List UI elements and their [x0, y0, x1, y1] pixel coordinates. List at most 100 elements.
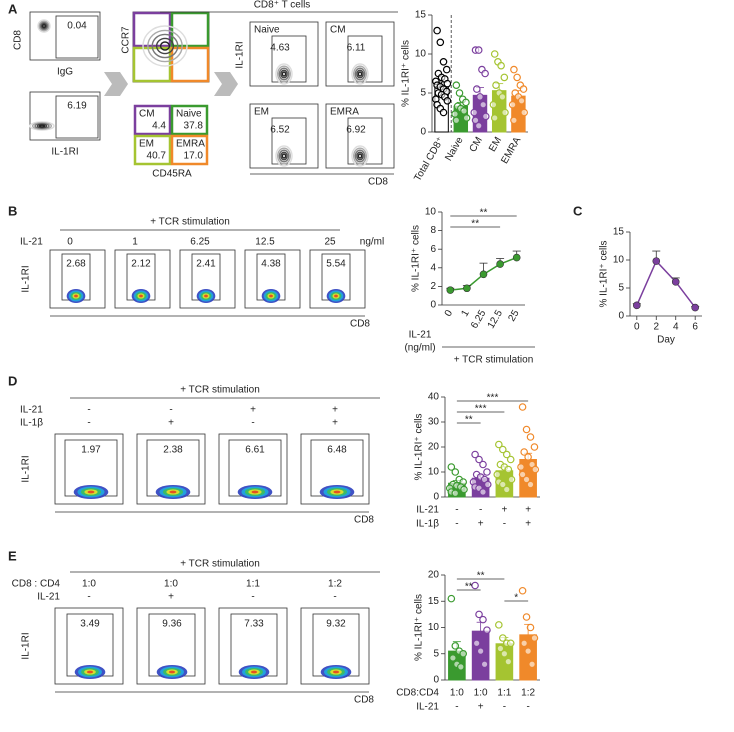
density-blob: [280, 151, 288, 161]
flow-plot: [54, 433, 124, 505]
density-blob: [147, 29, 183, 63]
density-blob: [36, 123, 48, 129]
data-point: [513, 73, 521, 82]
data-point: [455, 89, 464, 97]
data-point: [517, 463, 525, 471]
level: +: [478, 702, 484, 713]
data-point: [481, 69, 489, 78]
panel-label: C: [573, 203, 583, 218]
panel-label: B: [8, 203, 17, 218]
data-point: [489, 100, 498, 109]
gate-value: 4.63: [270, 43, 290, 54]
unit: ng/ml: [360, 237, 384, 248]
significance-label: **: [471, 219, 479, 230]
density-blob: [159, 41, 171, 51]
x-tick-label: 1: [459, 308, 472, 319]
x-tick-label: 6.25: [469, 308, 488, 331]
level: +: [250, 405, 256, 416]
gate-value: 4.4: [152, 121, 166, 132]
data-point: [528, 660, 536, 669]
data-point: [508, 100, 517, 109]
axis-label: CD45RA: [152, 169, 192, 180]
level: 1:1: [246, 579, 260, 590]
y-tick-label: 15: [415, 10, 427, 21]
data-point: [524, 647, 532, 655]
y-tick-label: 15: [613, 227, 625, 238]
data-point: [502, 450, 511, 459]
header: + TCR stimulation: [150, 217, 230, 228]
plot-name: Naive: [254, 25, 280, 36]
level: -: [455, 702, 458, 713]
density-blob: [356, 151, 364, 161]
level: -: [87, 592, 90, 603]
data-point: [518, 403, 527, 411]
y-tick-label: 2: [430, 281, 436, 292]
y-tick-label: 5: [433, 648, 439, 659]
y-tick-label: 8: [430, 225, 436, 236]
level: -: [455, 505, 458, 516]
x-tick-label: 4: [673, 322, 679, 333]
header: + TCR stimulation: [180, 385, 260, 396]
data-point: [447, 594, 456, 603]
data-point: [504, 657, 513, 666]
subset-gate: [133, 134, 172, 166]
density-blob: [38, 20, 50, 32]
density-blob: [357, 153, 363, 159]
y-tick-label: 0: [618, 311, 624, 322]
y-tick-label: 0: [430, 300, 436, 311]
gate-name: CM: [139, 109, 155, 120]
data-point: [474, 121, 483, 130]
data-point: [520, 639, 528, 648]
data-point: [471, 116, 480, 125]
level: 1:2: [521, 688, 535, 699]
data-point: [451, 468, 460, 476]
gate-value: 17.0: [184, 151, 204, 162]
data-point: [507, 475, 516, 484]
y-tick-label: 0: [420, 127, 426, 138]
plot-name: CM: [330, 25, 346, 36]
data-point: [490, 114, 499, 122]
y-tick-label: 20: [428, 570, 440, 581]
y-tick-label: 10: [428, 622, 440, 633]
axis-label: IL-1RI: [21, 455, 32, 482]
axis-label: CCR7: [121, 26, 132, 54]
marker: [633, 301, 641, 310]
data-point: [500, 73, 509, 82]
data-point: [474, 46, 483, 54]
dose: 12.5: [255, 237, 275, 248]
x-tick-label: 0: [634, 322, 640, 333]
subset-gate: [170, 134, 209, 166]
data-point: [495, 440, 503, 449]
y-tick-label: 5: [618, 283, 624, 294]
density-blob: [278, 149, 290, 163]
data-point: [490, 50, 499, 58]
data-point: [483, 480, 492, 489]
marker: [671, 278, 680, 286]
density-blob: [31, 122, 53, 130]
marker: [446, 286, 455, 294]
x-tick-label: 25: [506, 308, 521, 324]
data-point: [471, 581, 479, 590]
density-blob: [41, 23, 47, 29]
data-point: [479, 460, 487, 469]
row-label: IL-21: [416, 505, 439, 516]
density-blob: [281, 153, 287, 159]
significance-label: *: [514, 593, 518, 604]
row-label: IL-1β: [20, 418, 43, 429]
density-blob: [142, 25, 188, 67]
data-point: [447, 463, 456, 471]
subset-gate: [133, 104, 172, 136]
data-point: [475, 455, 483, 464]
density-blob: [87, 490, 95, 494]
arrow: [214, 72, 238, 96]
gate-value: 7.33: [244, 619, 264, 630]
data-point: [496, 644, 505, 653]
data-point: [452, 116, 461, 125]
y-tick-label: 0: [433, 492, 439, 503]
data-point: [498, 93, 507, 101]
gate-value: 0.04: [67, 21, 87, 32]
level: -: [251, 592, 254, 603]
density-blob: [38, 124, 46, 128]
x-tick-label: Total CD8⁺: [412, 135, 446, 183]
